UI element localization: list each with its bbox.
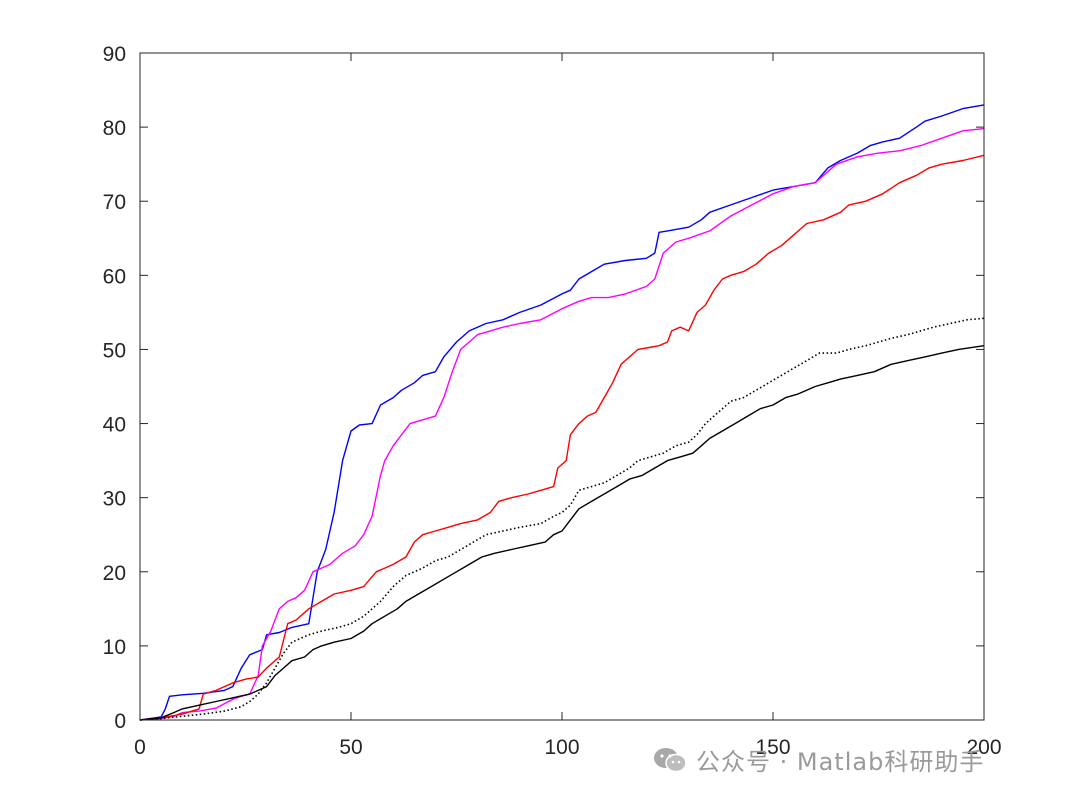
y-tick-label: 90 (103, 43, 126, 66)
y-tick-label: 20 (103, 562, 126, 585)
y-tick-label: 50 (103, 339, 126, 362)
series-line-4 (139, 317, 985, 721)
y-tick-label: 40 (103, 414, 126, 437)
y-tick-label: 70 (103, 191, 126, 214)
watermark-text: 公众号 · Matlab科研助手 (696, 748, 985, 776)
plot-area (140, 53, 984, 720)
watermark: 公众号 · Matlab科研助手 (652, 742, 984, 777)
x-tick-label: 50 (339, 736, 362, 759)
axes-layer: 0 50 100 150 200 0 10 20 30 40 50 60 70 80 90 (103, 43, 1002, 759)
wechat-icon (654, 747, 687, 772)
y-tick-label: 0 (114, 710, 126, 733)
x-tick-label: 200 (966, 736, 1001, 759)
y-tick-label: 30 (103, 488, 126, 511)
series-line-2 (139, 127, 985, 721)
x-tick-label: 100 (544, 736, 579, 759)
y-tick-label: 60 (103, 265, 126, 288)
series-line-3 (139, 154, 985, 721)
x-tick-label: 0 (134, 736, 146, 759)
x-tick-label: 150 (755, 736, 790, 759)
series-line-5 (139, 345, 985, 721)
y-tick-label: 10 (103, 636, 126, 659)
y-tick-label: 80 (103, 117, 126, 140)
series-layer (139, 104, 985, 721)
